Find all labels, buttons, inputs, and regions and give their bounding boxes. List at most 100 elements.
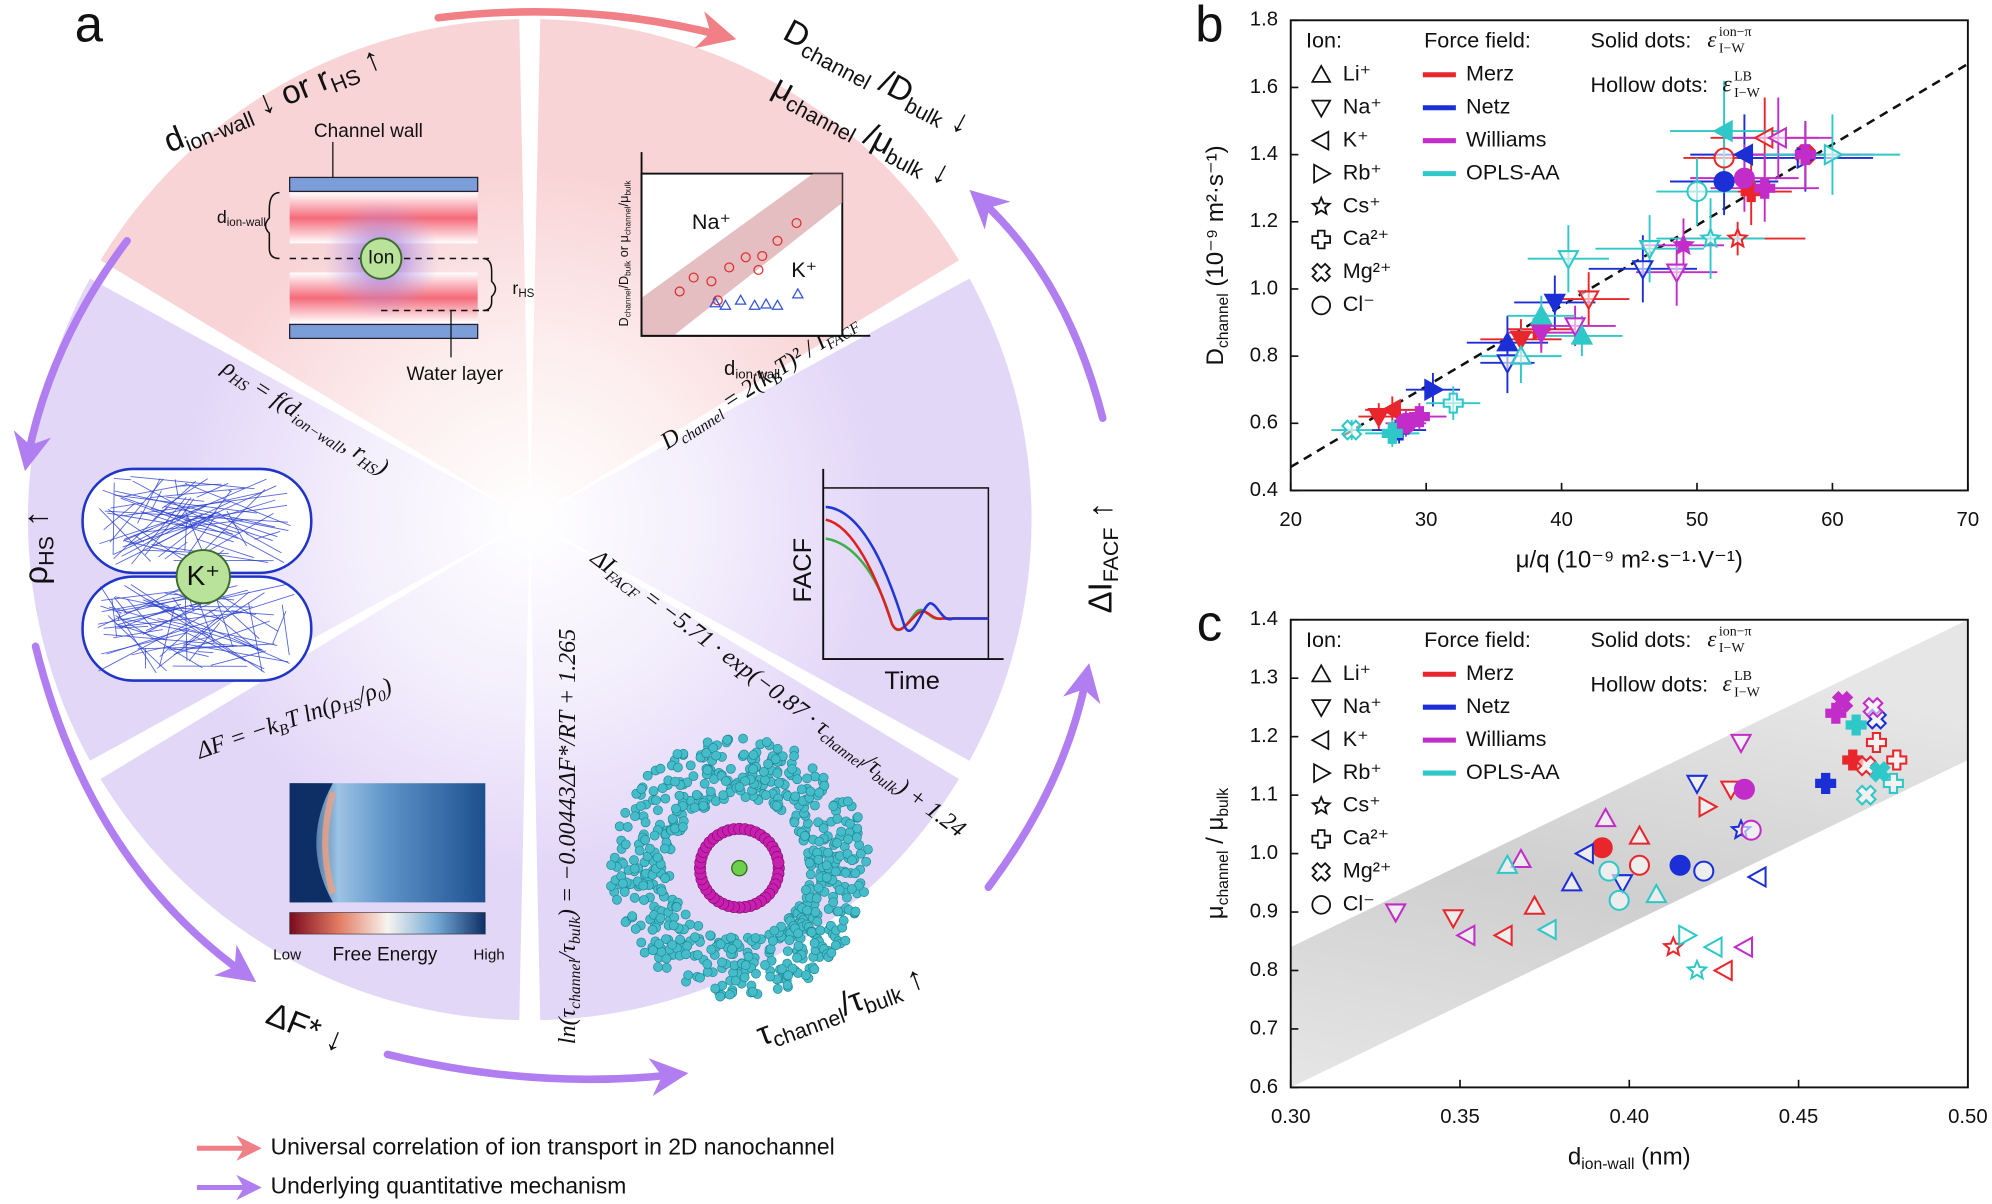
text-part: D [617,317,631,326]
point [1611,874,1634,895]
water-bead [772,984,783,994]
text-part: ) = −0.00443ΔF*/RT + 1.265 [555,629,581,919]
water-bead [800,970,811,981]
mesh-line [184,509,206,558]
point [1702,935,1723,959]
mesh-line [231,610,256,615]
y-tick-label: 0.6 [1250,1076,1278,1098]
legend-title: Ion: [1306,28,1342,53]
legend-marker [1310,663,1332,683]
water-bead [642,770,653,781]
mini-dot [772,235,783,246]
water-bead [715,991,726,1002]
subscript: channel [624,288,633,317]
point [1594,806,1617,828]
water-bead [843,796,853,807]
mesh-line [126,598,153,628]
point [1530,304,1553,325]
legend-text: Underlying quantitative mechanism [271,1173,627,1199]
text-part: High [473,947,504,964]
subscript: channel [1215,293,1232,348]
mesh-line [222,596,279,632]
water-bead [648,786,659,796]
mesh-line [215,596,234,648]
point [1865,731,1888,754]
legend-label: Ca²⁺ [1343,825,1389,850]
inset-label: K⁺ [187,560,220,591]
legend-label: Mg²⁺ [1343,858,1392,883]
water-bead [620,917,631,927]
water-bead [636,784,647,794]
water-bead [832,814,843,824]
x-tick-label: 0.35 [1440,1106,1480,1128]
y-tick-label: 0.7 [1250,1017,1278,1039]
y-tick-label: 0.4 [1250,479,1278,501]
legend-label: Mg²⁺ [1343,258,1392,283]
point [1886,749,1908,771]
water-bead [705,786,716,797]
point [1442,392,1464,414]
water-bead [739,972,750,983]
point [1831,690,1854,713]
mesh-line [144,497,192,556]
inset-label: Ion [368,248,394,269]
water-bead [760,960,770,970]
mesh-line [158,511,217,558]
text-part: ΔI [1081,582,1118,613]
point [1766,126,1787,150]
mesh-line [188,622,221,662]
mesh-line [103,612,242,629]
point [1693,860,1715,882]
water-bead [683,970,694,981]
mesh-line [281,604,290,656]
bracket [482,257,497,312]
water-bead [807,763,818,774]
water-bead [640,835,651,845]
point [1712,959,1733,982]
point [1862,696,1884,719]
mesh-line [113,596,128,614]
x-tick-label: 30 [1415,509,1438,531]
water-bead [710,983,721,994]
mesh-line [166,646,209,657]
legend-marker [1311,829,1332,849]
water-bead [725,763,736,774]
inset-label: dion-wall [217,207,266,229]
water-bead [717,957,727,968]
mesh-line [150,487,246,498]
water-bead [639,947,650,958]
mesh-line [184,504,288,521]
water-bead [630,811,640,822]
mesh-line [113,521,186,555]
mesh-line [197,651,214,654]
water-bead [828,801,839,811]
water-bead [765,971,776,982]
text-part: or μ [617,235,631,261]
panel-letter: b [1195,0,1223,52]
mesh-line [124,585,246,662]
water-bead [774,777,784,788]
legend-label: K⁺ [1343,726,1369,751]
legend-label: Rb⁺ [1343,759,1382,784]
water-bead [843,834,854,845]
water-bead [811,893,822,904]
point [1732,143,1754,166]
water-bead [619,887,630,897]
mesh-line [254,531,281,540]
point [1408,406,1430,428]
water-bead [814,836,825,847]
y-tick-label: 0.6 [1250,412,1278,434]
x-axis-label: μ/q (10⁻⁹ m²·s⁻¹·V⁻¹) [1516,547,1743,574]
mesh-line [130,476,255,490]
water-bead [861,856,872,867]
water-bead [810,771,821,782]
mini-dot [688,272,699,283]
mesh-line [107,512,233,535]
mesh-line [132,480,285,563]
legend-sup: LB [1734,70,1752,85]
legend-marker [1311,295,1332,316]
text-part: Channel wall [314,121,423,142]
x-tick-label: 0.30 [1271,1106,1311,1128]
point [1509,344,1533,365]
text-part: FACF [789,538,817,603]
